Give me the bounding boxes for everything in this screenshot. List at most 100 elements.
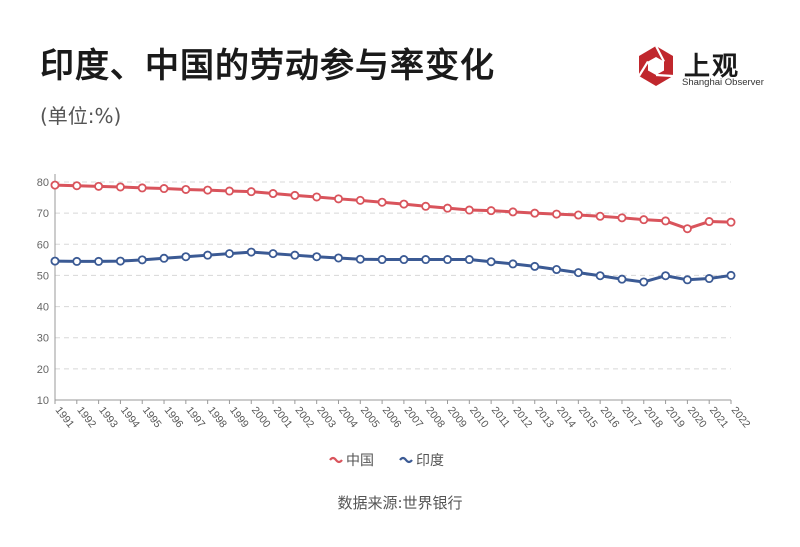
data-point	[290, 190, 300, 200]
data-point	[508, 259, 518, 269]
data-point	[639, 277, 649, 287]
data-point	[181, 184, 191, 194]
data-point	[421, 201, 431, 211]
data-point	[682, 275, 692, 285]
logo-name: 上观	[684, 52, 741, 82]
data-point	[377, 197, 387, 207]
data-point	[595, 211, 605, 221]
y-tick-label: 80	[37, 177, 49, 189]
x-tick-label: 2016	[598, 404, 622, 430]
series-line-0	[54, 183, 732, 231]
x-tick-label: 2012	[511, 404, 535, 430]
data-point	[486, 257, 496, 267]
axes: 10 20 30 40 50 60 70 80 199119921993199419951996…	[37, 174, 753, 430]
grid-lines	[55, 181, 731, 370]
x-tick-label: 2011	[489, 404, 512, 429]
data-point	[552, 265, 562, 275]
data-point	[617, 274, 627, 284]
x-tick-label: 1999	[227, 404, 251, 430]
data-point	[94, 181, 104, 191]
data-point	[50, 256, 60, 266]
data-point	[355, 254, 365, 264]
data-point	[137, 255, 147, 265]
series-lines	[50, 180, 736, 287]
data-point	[203, 250, 213, 260]
data-point	[290, 250, 300, 260]
data-point	[115, 256, 125, 266]
data-point	[268, 249, 278, 259]
x-tick-label: 2008	[423, 404, 447, 430]
x-tick-label: 1992	[74, 404, 98, 430]
data-point	[530, 261, 540, 271]
data-point	[246, 187, 256, 197]
data-point	[355, 195, 365, 205]
x-tick-label: 2002	[293, 404, 317, 430]
legend-item[interactable]: 中国	[329, 453, 374, 469]
data-point	[224, 186, 234, 196]
data-point	[726, 270, 736, 280]
data-point	[682, 224, 692, 234]
data-point	[530, 208, 540, 218]
legend-label: 中国	[346, 453, 374, 469]
x-tick-label: 1998	[205, 404, 229, 430]
legend-item[interactable]: 印度	[399, 453, 444, 469]
data-point	[312, 252, 322, 262]
line-chart: 10 20 30 40 50 60 70 80 199119921993199419951996…	[37, 174, 753, 469]
x-tick-label: 2019	[663, 404, 687, 430]
data-source: 数据来源:世界银行	[337, 494, 463, 512]
x-tick-label: 2013	[532, 404, 556, 430]
data-point	[726, 217, 736, 227]
x-tick-label: 2018	[641, 404, 665, 430]
x-tick-label: 2022	[729, 404, 753, 430]
series-line-1	[54, 250, 732, 284]
data-point	[443, 203, 453, 213]
x-tick-label: 2009	[445, 404, 469, 430]
data-point	[573, 210, 583, 220]
logo-subtitle: Shanghai Observer	[682, 77, 764, 88]
data-point	[639, 215, 649, 225]
data-point	[399, 255, 409, 265]
y-tick-label: 40	[37, 302, 49, 314]
data-point	[661, 271, 671, 281]
legend-swatch-icon	[329, 456, 343, 464]
data-point	[508, 207, 518, 217]
data-point	[573, 268, 583, 278]
data-point	[421, 255, 431, 265]
data-point	[137, 183, 147, 193]
data-point	[661, 216, 671, 226]
legend-label: 印度	[416, 453, 444, 469]
y-tick-label: 50	[37, 270, 49, 282]
data-point	[486, 206, 496, 216]
unit-label: (单位:%)	[40, 104, 122, 128]
x-tick-label: 1994	[118, 404, 142, 430]
x-tick-label: 2014	[554, 404, 578, 430]
x-tick-label: 2006	[380, 404, 404, 430]
data-point	[704, 217, 714, 227]
y-tick-label: 60	[37, 239, 49, 251]
x-tick-label: 2020	[685, 404, 709, 430]
data-point	[268, 189, 278, 199]
data-point	[181, 252, 191, 262]
data-point	[94, 256, 104, 266]
data-point	[312, 192, 322, 202]
x-tick-label: 2001	[271, 404, 295, 430]
legend: 中国 印度	[329, 453, 444, 469]
data-point	[159, 184, 169, 194]
data-point	[552, 209, 562, 219]
x-tick-label: 1991	[53, 404, 77, 430]
x-tick-label: 2004	[336, 404, 360, 430]
data-point	[704, 274, 714, 284]
x-tick-label: 1996	[162, 404, 186, 430]
x-tick-label: 2007	[402, 404, 426, 430]
y-tick-label: 30	[37, 333, 49, 345]
data-point	[115, 182, 125, 192]
data-point	[203, 185, 213, 195]
x-tick-label: 2021	[707, 404, 731, 430]
data-point	[595, 271, 605, 281]
data-point	[50, 180, 60, 190]
data-point	[333, 253, 343, 263]
chart-title: 印度、中国的劳动参与率变化	[40, 46, 495, 86]
legend-swatch-icon	[399, 456, 413, 464]
data-point	[464, 255, 474, 265]
x-tick-label: 2003	[314, 404, 338, 430]
